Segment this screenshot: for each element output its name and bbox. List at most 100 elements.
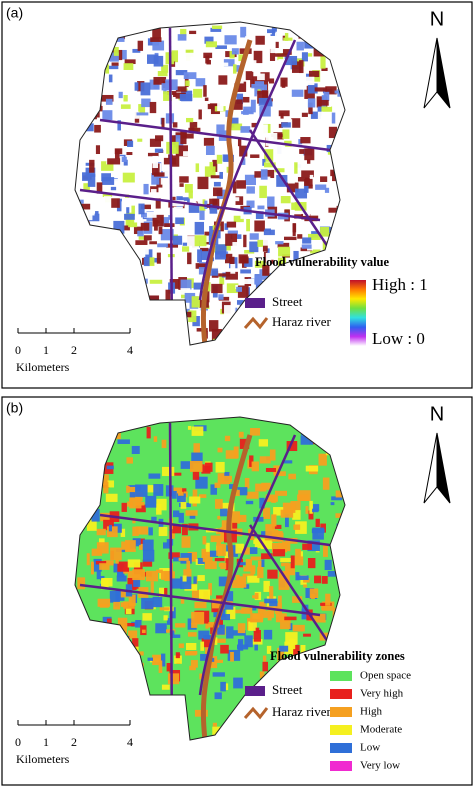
land-patch bbox=[151, 516, 157, 522]
street-label: Street bbox=[272, 294, 303, 309]
land-patch bbox=[101, 161, 114, 171]
land-patch bbox=[185, 52, 198, 62]
land-patch bbox=[275, 41, 279, 49]
land-patch bbox=[191, 452, 203, 464]
land-patch bbox=[149, 138, 162, 147]
land-patch bbox=[314, 87, 328, 92]
land-patch bbox=[220, 644, 229, 654]
land-patch bbox=[183, 151, 191, 156]
land-patch bbox=[158, 660, 163, 673]
land-patch bbox=[149, 701, 155, 710]
land-patch bbox=[158, 526, 168, 537]
land-patch bbox=[260, 539, 273, 550]
land-patch bbox=[173, 697, 184, 704]
land-patch bbox=[249, 324, 254, 332]
land-patch bbox=[113, 601, 121, 610]
land-patch bbox=[240, 269, 251, 274]
land-patch bbox=[121, 201, 126, 214]
land-patch bbox=[106, 465, 114, 470]
land-patch bbox=[115, 590, 125, 601]
land-patch bbox=[187, 425, 192, 430]
land-patch bbox=[180, 279, 192, 290]
land-patch bbox=[225, 233, 238, 246]
land-patch bbox=[309, 500, 313, 514]
land-patch bbox=[246, 218, 250, 232]
land-patch bbox=[76, 466, 84, 473]
land-patch bbox=[133, 562, 143, 575]
land-patch bbox=[307, 233, 321, 240]
land-patch bbox=[225, 271, 238, 280]
land-patch bbox=[100, 342, 112, 345]
land-patch bbox=[87, 83, 96, 94]
land-patch bbox=[301, 213, 311, 220]
land-patch bbox=[162, 167, 172, 177]
land-patch bbox=[254, 84, 268, 97]
land-patch bbox=[192, 471, 200, 480]
land-patch bbox=[272, 549, 286, 557]
land-patch bbox=[103, 481, 109, 494]
land-patch bbox=[342, 528, 345, 534]
north-arrow-right bbox=[436, 37, 451, 109]
land-patch bbox=[297, 176, 310, 182]
land-patch bbox=[156, 252, 161, 264]
land-patch bbox=[307, 83, 318, 94]
land-patch bbox=[143, 256, 150, 267]
land-patch bbox=[116, 343, 127, 345]
land-patch bbox=[152, 155, 159, 169]
land-patch bbox=[227, 230, 238, 235]
land-patch bbox=[215, 499, 223, 509]
land-patch bbox=[221, 62, 229, 67]
land-patch bbox=[210, 484, 218, 495]
land-patch bbox=[333, 141, 339, 150]
land-patch bbox=[185, 651, 197, 656]
land-patch bbox=[177, 34, 187, 41]
land-patch bbox=[301, 52, 308, 62]
land-patch bbox=[240, 96, 250, 103]
scale-label: 1 bbox=[43, 343, 49, 357]
land-patch bbox=[175, 217, 184, 225]
land-patch bbox=[151, 339, 157, 345]
land-patch bbox=[250, 556, 263, 561]
land-patch bbox=[150, 581, 154, 595]
land-patch bbox=[276, 174, 288, 187]
land-patch bbox=[129, 486, 137, 493]
land-patch bbox=[186, 27, 190, 37]
land-patch bbox=[251, 83, 265, 89]
land-patch bbox=[241, 607, 253, 614]
land-patch bbox=[257, 567, 264, 579]
land-patch bbox=[113, 655, 122, 664]
land-patch bbox=[262, 158, 266, 166]
land-patch bbox=[205, 55, 210, 64]
land-patch bbox=[137, 138, 143, 142]
zone-label: Low bbox=[360, 742, 380, 754]
land-patch bbox=[274, 53, 288, 57]
land-patch bbox=[204, 166, 216, 177]
land-patch bbox=[263, 162, 276, 168]
land-patch bbox=[75, 124, 85, 130]
land-patch bbox=[117, 98, 130, 107]
land-patch bbox=[203, 137, 215, 146]
land-patch bbox=[275, 241, 284, 245]
land-patch bbox=[246, 200, 255, 208]
land-patch bbox=[145, 495, 157, 508]
land-patch bbox=[268, 85, 280, 99]
land-patch bbox=[105, 65, 119, 70]
land-patch bbox=[325, 342, 335, 345]
land-patch bbox=[278, 246, 291, 257]
land-patch bbox=[82, 71, 93, 77]
land-patch bbox=[311, 274, 323, 284]
land-patch bbox=[126, 457, 133, 464]
land-patch bbox=[237, 139, 242, 147]
land-patch bbox=[293, 524, 301, 530]
land-patch bbox=[332, 41, 343, 46]
land-patch bbox=[245, 558, 253, 567]
land-patch bbox=[280, 617, 291, 630]
land-patch bbox=[123, 286, 131, 291]
land-patch bbox=[170, 135, 176, 145]
land-patch bbox=[97, 649, 107, 657]
land-patch bbox=[268, 330, 277, 340]
land-patch bbox=[129, 497, 142, 509]
land-patch bbox=[323, 25, 328, 33]
land-patch bbox=[248, 621, 257, 631]
land-patch bbox=[82, 344, 93, 345]
